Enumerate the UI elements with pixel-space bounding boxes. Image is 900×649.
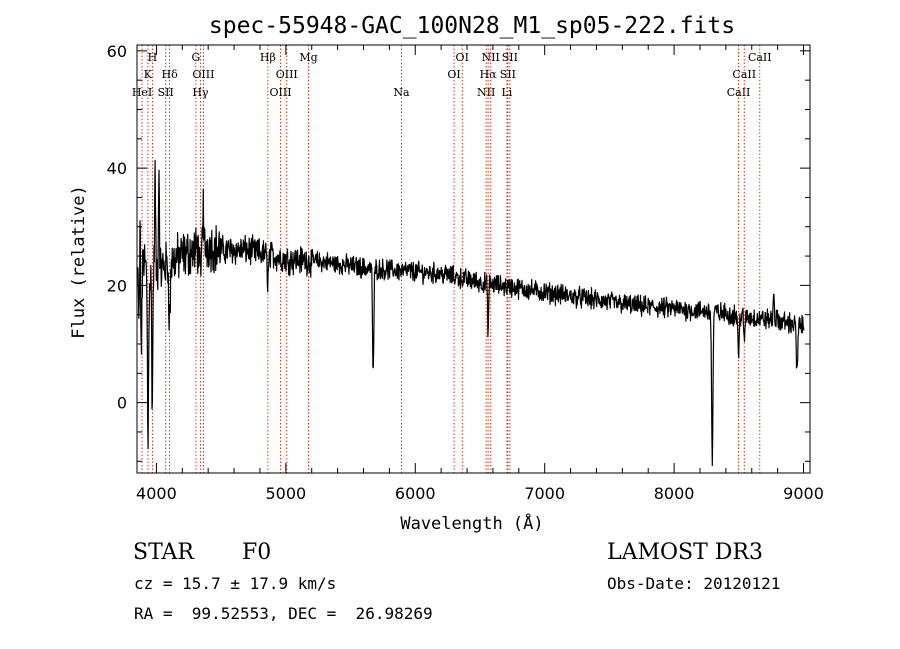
line-marker-label: H [148, 51, 158, 64]
line-marker-label: NII [482, 51, 500, 64]
y-tick-label: 20 [107, 276, 127, 295]
line-marker-label: K [144, 68, 153, 81]
line-marker-label: Hα [480, 68, 498, 81]
chart-title: spec-55948-GAC_100N28_M1_sp05-222.fits [209, 13, 735, 39]
line-marker-label: Li [501, 86, 512, 99]
line-marker-label: OIII [192, 68, 214, 81]
line-marker-label: Na [393, 86, 410, 99]
line-marker-label: SII [158, 86, 174, 99]
line-marker-label: OIII [269, 86, 291, 99]
line-marker-label: CaII [732, 68, 756, 81]
line-marker-label: CaII [748, 51, 772, 64]
x-tick-label: 8000 [654, 484, 695, 503]
line-marker-label: G [191, 51, 200, 64]
x-tick-label: 4000 [136, 484, 177, 503]
x-tick-label: 5000 [265, 484, 306, 503]
x-axis-ticks: 4000 5000 6000 7000 8000 9000 [136, 45, 824, 503]
x-axis-label: Wavelength (Å) [400, 512, 543, 534]
line-marker-label: Hγ [192, 86, 209, 99]
x-tick-label: 9000 [783, 484, 824, 503]
y-axis-label: Flux (relative) [69, 185, 89, 339]
line-marker-label: Hδ [162, 68, 179, 81]
line-marker-label: CaII [727, 86, 751, 99]
line-marker-label: NII [477, 86, 495, 99]
y-tick-label: 0 [117, 394, 127, 413]
line-marker-label: Hβ [260, 51, 276, 64]
line-marker-label: Mg [299, 51, 317, 64]
x-tick-label: 7000 [524, 484, 565, 503]
y-tick-label: 60 [107, 42, 127, 61]
line-marker-label: OIII [276, 68, 298, 81]
spectrum-line [137, 159, 805, 467]
line-marker-label: OI [456, 51, 469, 64]
line-marker-label: HeI [132, 86, 152, 99]
x-tick-label: 6000 [395, 484, 436, 503]
line-marker-label: OI [447, 68, 460, 81]
line-marker-label: SII [500, 68, 516, 81]
spectrum-series [137, 159, 805, 467]
y-axis-ticks: 0 20 40 60 [107, 42, 810, 462]
line-marker-label: SII [502, 51, 518, 64]
plot-frame [136, 44, 811, 474]
y-tick-label: 40 [107, 159, 127, 178]
